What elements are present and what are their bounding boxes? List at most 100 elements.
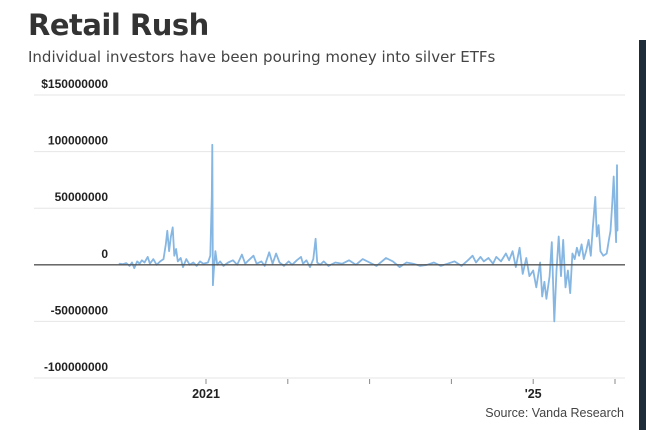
data-point xyxy=(268,251,270,253)
data-point xyxy=(551,241,553,243)
data-point xyxy=(147,256,149,258)
data-point xyxy=(278,261,281,264)
data-point xyxy=(606,252,608,255)
data-point xyxy=(172,226,174,229)
data-point xyxy=(487,257,490,259)
data-point xyxy=(173,255,175,257)
data-point xyxy=(244,263,246,265)
data-point xyxy=(185,258,187,260)
data-point xyxy=(118,263,120,265)
data-point xyxy=(576,247,578,249)
data-point xyxy=(211,144,213,146)
chart-subtitle: Individual investors have been pouring m… xyxy=(28,48,496,66)
data-point xyxy=(192,261,194,264)
data-point xyxy=(495,256,497,258)
data-point xyxy=(545,298,548,300)
data-point xyxy=(555,269,558,272)
data-point xyxy=(213,269,215,272)
data-point xyxy=(539,261,541,264)
data-point xyxy=(440,265,442,267)
data-point xyxy=(165,243,167,246)
data-point xyxy=(141,259,143,261)
data-point xyxy=(611,201,613,204)
data-point xyxy=(323,260,325,263)
data-point xyxy=(314,238,317,240)
data-point xyxy=(525,257,527,259)
data-point xyxy=(543,281,546,283)
data-point xyxy=(207,261,209,264)
data-point xyxy=(256,263,258,265)
data-point xyxy=(211,196,213,198)
data-point xyxy=(585,250,587,252)
data-point xyxy=(602,255,604,257)
data-point xyxy=(271,263,274,265)
data-point xyxy=(362,258,364,260)
data-point xyxy=(553,320,555,322)
data-point xyxy=(309,266,311,268)
data-point xyxy=(505,252,507,255)
data-point xyxy=(136,260,138,263)
data-point xyxy=(571,252,574,255)
data-point xyxy=(613,175,615,178)
data-point xyxy=(616,230,619,232)
window-edge xyxy=(639,40,646,430)
data-point xyxy=(296,259,298,261)
data-point xyxy=(152,258,154,260)
y-tick-label: -50000000 xyxy=(51,303,109,317)
data-point xyxy=(202,263,204,265)
data-point xyxy=(305,259,308,261)
data-point xyxy=(492,263,494,265)
data-point xyxy=(182,266,184,268)
data-point xyxy=(578,255,580,257)
data-point xyxy=(392,260,394,263)
y-tick-label: -100000000 xyxy=(44,360,108,374)
chart-title: Retail Rush xyxy=(28,8,209,42)
data-point xyxy=(170,235,172,238)
data-point xyxy=(541,295,543,298)
data-point xyxy=(446,263,449,265)
data-point xyxy=(548,275,551,277)
data-point xyxy=(316,261,318,264)
data-point xyxy=(500,260,502,263)
data-point xyxy=(180,257,182,259)
data-point xyxy=(175,248,177,250)
data-point xyxy=(227,261,229,264)
data-point xyxy=(472,255,474,257)
data-point xyxy=(312,258,314,260)
data-point xyxy=(334,261,336,264)
data-point xyxy=(385,257,387,259)
data-point xyxy=(222,265,225,267)
data-point xyxy=(264,265,266,267)
data-point xyxy=(598,224,600,226)
data-point xyxy=(453,260,456,263)
data-point xyxy=(166,230,168,232)
data-point xyxy=(508,259,510,261)
data-point xyxy=(574,258,576,260)
data-point xyxy=(341,263,343,265)
data-point xyxy=(515,266,517,268)
data-point xyxy=(247,259,250,261)
data-point xyxy=(219,260,221,263)
data-point xyxy=(558,235,560,238)
data-point xyxy=(475,261,477,264)
data-point xyxy=(599,250,602,252)
data-point xyxy=(532,269,534,272)
data-point xyxy=(252,255,255,257)
data-point xyxy=(196,265,198,267)
data-point xyxy=(590,255,592,257)
data-point xyxy=(199,260,201,263)
data-point xyxy=(562,239,564,241)
data-point xyxy=(522,273,524,275)
data-point xyxy=(608,239,610,241)
data-point xyxy=(275,252,277,255)
x-tick-label: 2021 xyxy=(192,387,220,401)
data-point xyxy=(241,254,243,256)
data-point xyxy=(467,259,469,261)
data-point xyxy=(260,260,262,263)
data-point xyxy=(131,261,133,264)
data-point xyxy=(369,261,371,264)
data-point xyxy=(399,266,401,268)
data-point xyxy=(212,284,214,286)
data-point xyxy=(168,250,170,252)
